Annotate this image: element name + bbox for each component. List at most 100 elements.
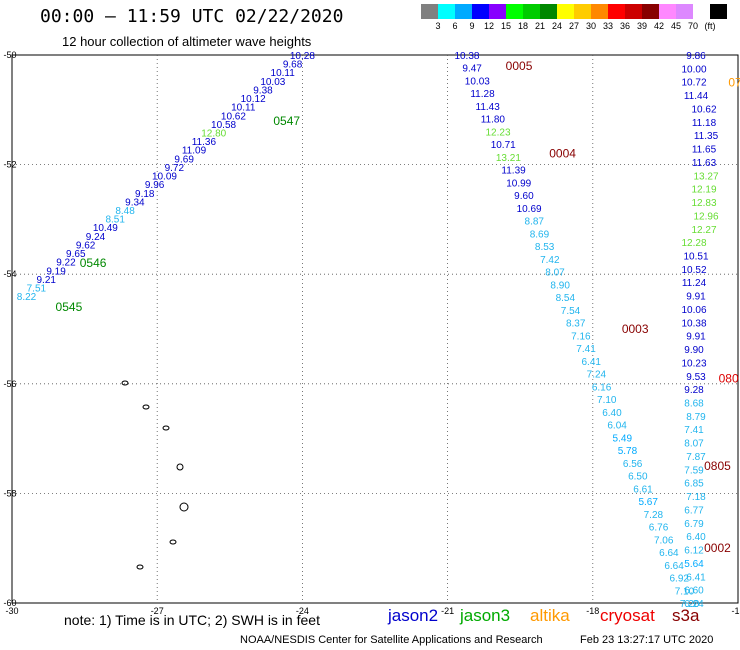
wave-height-label: 6.64 — [664, 561, 684, 572]
wave-height-label: 7.06 — [654, 535, 674, 546]
wave-height-label: 11.39 — [501, 166, 526, 177]
wave-height-label: 13.27 — [693, 171, 718, 182]
wave-height-label: 10.52 — [681, 265, 706, 276]
wave-height-label: 10.58 — [211, 120, 236, 131]
wave-height-label: 10.03 — [465, 76, 490, 87]
wave-height-label: 7.28 — [644, 510, 664, 521]
wave-height-label: 10.00 — [681, 64, 706, 75]
pass-time-label: 0005 — [506, 59, 533, 73]
wave-height-label: 6.56 — [623, 459, 643, 470]
wave-height-label: 8.37 — [566, 319, 586, 330]
mission-jason3: jason3 — [460, 606, 511, 625]
wave-height-label: 7.41 — [576, 344, 596, 355]
color-scale-label: 15 — [500, 21, 512, 31]
wave-height-label: 5.78 — [618, 446, 638, 457]
color-scale-label: 9 — [469, 21, 475, 31]
wave-height-label: 12.83 — [691, 198, 716, 209]
wave-height-label: 11.36 — [192, 137, 217, 148]
color-swatch — [506, 4, 523, 19]
wave-height-label: 7.20 — [680, 599, 700, 610]
pass-time-label: 0003 — [622, 322, 649, 336]
color-scale-label: 42 — [653, 21, 665, 31]
wave-height-label: 10.72 — [681, 78, 706, 89]
color-swatch — [693, 4, 710, 19]
wave-height-label: 9.91 — [686, 332, 706, 343]
wave-height-label: 12.96 — [693, 211, 718, 222]
color-scale-label: (ft) — [704, 21, 716, 31]
color-scale-label: 70 — [687, 21, 699, 31]
wave-height-label: 8.79 — [686, 412, 706, 423]
wave-height-label: 10.49 — [93, 223, 118, 234]
wave-height-label: 6.85 — [684, 479, 704, 490]
wave-height-label: 8.68 — [684, 399, 704, 410]
pass-time-label: 07 — [728, 75, 740, 89]
wave-height-label: 10.28 — [290, 51, 315, 62]
wave-height-label: 11.80 — [481, 115, 506, 126]
lon-tick-label: -27 — [151, 606, 164, 616]
wave-height-label: 10.23 — [681, 358, 706, 369]
wave-height-label: 6.04 — [607, 421, 627, 432]
wave-height-label: 11.65 — [692, 145, 717, 156]
lon-tick-label: -15 — [731, 606, 740, 616]
island-outline — [162, 425, 170, 431]
color-scale-label: 27 — [568, 21, 580, 31]
wave-height-label: 9.53 — [686, 372, 706, 383]
wave-height-label: 12.23 — [486, 127, 511, 138]
wave-height-label: 6.77 — [684, 505, 704, 516]
wave-height-label: 6.40 — [602, 408, 622, 419]
wave-height-label: 12.28 — [681, 238, 706, 249]
island-outline — [142, 404, 150, 410]
wave-height-label: 11.18 — [692, 118, 717, 129]
wave-height-label: 5.49 — [613, 433, 633, 444]
wave-height-label: 10.11 — [231, 103, 256, 114]
generation-timestamp: Feb 23 13:27:17 UTC 2020 — [580, 634, 714, 646]
wave-height-label: 6.64 — [659, 548, 679, 559]
wave-height-label: 6.61 — [633, 484, 653, 495]
mission-s3a: s3a — [672, 606, 700, 625]
wave-height-label: 8.07 — [545, 268, 565, 279]
map-frame — [11, 54, 739, 604]
color-scale-label: 30 — [585, 21, 597, 31]
wave-height-label: 9.65 — [66, 249, 86, 260]
color-swatch — [574, 4, 591, 19]
wave-height-label: 8.87 — [525, 217, 545, 228]
color-swatch — [591, 4, 608, 19]
pass-time-label: 0545 — [56, 300, 83, 314]
wave-height-label: 8.90 — [550, 280, 570, 291]
wave-height-label: 7.10 — [597, 395, 617, 406]
wave-height-label: 6.60 — [684, 586, 704, 597]
color-scale-label: 18 — [517, 21, 529, 31]
wave-height-label: 10.09 — [152, 172, 177, 183]
wave-height-label: 12.19 — [691, 185, 716, 196]
wave-height-label: 12.27 — [691, 225, 716, 236]
lon-tick-label: -24 — [296, 606, 309, 616]
color-swatch — [710, 4, 727, 19]
color-swatch — [557, 4, 574, 19]
wave-height-label: 7.16 — [571, 331, 591, 342]
color-scale-label: 39 — [636, 21, 648, 31]
color-swatch — [676, 4, 693, 19]
color-swatch — [625, 4, 642, 19]
wave-height-label: 10.62 — [691, 104, 716, 115]
island-outline — [136, 564, 144, 570]
wave-height-label: 9.68 — [283, 60, 303, 71]
wave-height-label: 11.63 — [692, 158, 717, 169]
wave-height-label: 9.21 — [36, 275, 56, 286]
wave-height-label: 7.54 — [561, 306, 581, 317]
wave-height-label: 6.40 — [686, 532, 706, 543]
island-outline — [179, 502, 189, 512]
chart-title: 00:00 – 11:59 UTC 02/22/2020 — [40, 6, 344, 27]
wave-height-label: 9.38 — [253, 85, 273, 96]
wave-height-label: 13.21 — [496, 153, 521, 164]
wave-height-label: 7.24 — [587, 370, 607, 381]
wave-height-label: 10.12 — [241, 94, 266, 105]
pass-time-label: 080 — [719, 371, 739, 385]
wave-height-label: 10.62 — [221, 111, 246, 122]
wave-height-label: 11.35 — [694, 131, 719, 142]
wave-height-label: 6.41 — [581, 357, 601, 368]
wave-height-label: 6.24 — [684, 599, 704, 610]
color-scale-label: 21 — [534, 21, 546, 31]
wave-height-label: 8.22 — [17, 292, 37, 303]
wave-height-label: 8.07 — [684, 439, 704, 450]
color-swatch — [489, 4, 506, 19]
